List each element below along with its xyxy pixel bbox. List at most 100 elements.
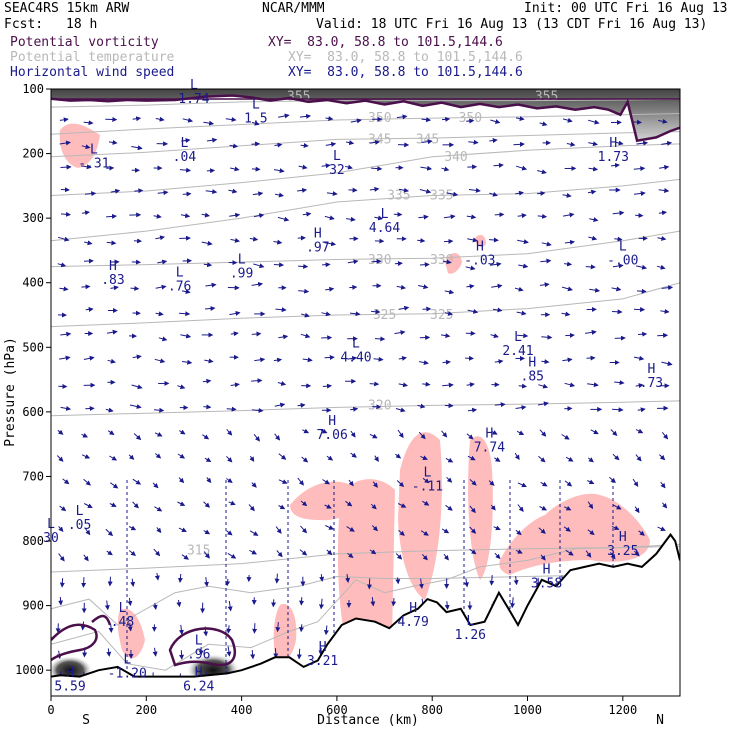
wind-vector	[302, 428, 310, 434]
wind-vector	[516, 310, 527, 316]
wind-vector	[84, 240, 93, 246]
wind-vector	[659, 164, 670, 170]
pv-extremum-value: 1.73	[598, 150, 629, 165]
x-tick-label: 0	[47, 703, 54, 717]
wind-vector	[229, 310, 241, 316]
wind-vector	[635, 428, 644, 434]
wind-vector	[203, 404, 212, 410]
theta-label: 350	[459, 111, 482, 126]
wind-vector	[444, 310, 453, 316]
wind-vector	[656, 264, 666, 270]
wind-vector	[158, 336, 168, 342]
wind-vector	[325, 286, 335, 292]
pv-extremum-value: 4.40	[340, 350, 371, 365]
wind-vector	[230, 166, 240, 172]
wind-vector	[85, 406, 95, 412]
wind-vector	[297, 402, 306, 408]
wind-vector	[445, 457, 454, 463]
wind-vector	[225, 117, 237, 122]
wind-vector	[179, 650, 185, 660]
pv-contour	[51, 623, 98, 662]
wind-vector	[321, 311, 331, 317]
y-tick-label: 100	[22, 82, 44, 96]
wind-vector	[131, 384, 143, 390]
wind-vector	[661, 285, 674, 291]
wind-vector	[109, 502, 117, 507]
wind-vector	[369, 139, 381, 145]
wind-vector	[107, 576, 113, 587]
y-axis-title: Pressure (hPa)	[3, 337, 18, 447]
wind-vector	[587, 189, 597, 195]
wind-vector	[110, 188, 121, 194]
theta-label: 325	[430, 308, 453, 323]
wind-vector	[106, 550, 113, 556]
pv-extremum-value: 1.5	[244, 111, 267, 126]
wind-vector	[227, 552, 237, 559]
wind-vector	[83, 478, 91, 486]
wind-vector	[278, 453, 287, 460]
wind-vector	[299, 597, 305, 606]
wind-vector	[372, 481, 378, 488]
wind-vector	[204, 358, 214, 364]
wind-vector	[517, 482, 527, 488]
wind-vector	[538, 401, 549, 407]
wind-vector	[349, 284, 358, 290]
isentrope	[51, 143, 680, 196]
pv-extremum-value: .04	[173, 150, 197, 165]
wind-vector	[152, 482, 159, 489]
wind-vector	[58, 526, 64, 532]
wind-vector	[322, 383, 332, 389]
wind-vector	[274, 402, 286, 408]
wind-vector	[251, 120, 260, 126]
wind-vector	[277, 381, 287, 386]
wind-vector	[466, 433, 474, 440]
wind-vector	[181, 554, 189, 560]
wind-vector	[178, 624, 184, 635]
pv-extremum-value: .85	[521, 370, 544, 385]
wind-vector	[611, 525, 620, 531]
wind-vector	[515, 190, 524, 196]
wind-vector	[228, 500, 236, 506]
wind-vector	[587, 501, 594, 510]
wind-vector	[203, 577, 209, 587]
wind-vector	[130, 285, 140, 291]
wind-vector	[517, 213, 527, 219]
pv-extremum-value: 2.41	[502, 344, 533, 359]
x-axis-title: Distance (km)	[317, 713, 419, 728]
wind-vector	[132, 501, 139, 509]
wind-vector	[203, 551, 210, 559]
wind-vector	[278, 113, 290, 119]
wind-vector	[541, 241, 552, 247]
wind-vector	[661, 361, 673, 367]
wind-vector	[275, 526, 282, 534]
wind-vector	[396, 114, 408, 120]
wind-vector	[177, 384, 186, 390]
negative-pv-region	[398, 432, 442, 600]
pv-extremum-marker: L	[181, 136, 189, 151]
wind-vector	[110, 482, 119, 489]
x-tick-label: 600	[326, 703, 348, 717]
field-wind-xy: XY= 83.0, 58.8 to 101.5,144.6	[288, 65, 523, 80]
field-theta-xy: XY= 83.0, 58.8 to 101.5,144.6	[288, 50, 523, 65]
wind-vector	[417, 238, 426, 244]
wind-vector	[350, 452, 357, 458]
wind-vector	[540, 481, 548, 487]
pv-extremum-value: -.00	[607, 253, 638, 268]
wind-vector	[320, 428, 328, 434]
wind-vector	[443, 214, 456, 220]
wind-vector	[398, 187, 409, 193]
wind-vector	[517, 333, 529, 339]
wind-vector	[396, 480, 405, 488]
wind-vector	[83, 120, 94, 126]
wind-vector	[157, 190, 169, 196]
wind-vector	[658, 210, 667, 216]
pv-extremum-marker: L	[123, 653, 131, 668]
terrain-fill	[51, 534, 680, 696]
wind-vector	[418, 284, 429, 290]
wind-vector	[110, 285, 119, 291]
wind-vector	[157, 259, 168, 265]
wind-vector	[637, 407, 646, 413]
wind-vector	[274, 573, 280, 584]
pv-extremum-marker: H	[328, 414, 336, 429]
